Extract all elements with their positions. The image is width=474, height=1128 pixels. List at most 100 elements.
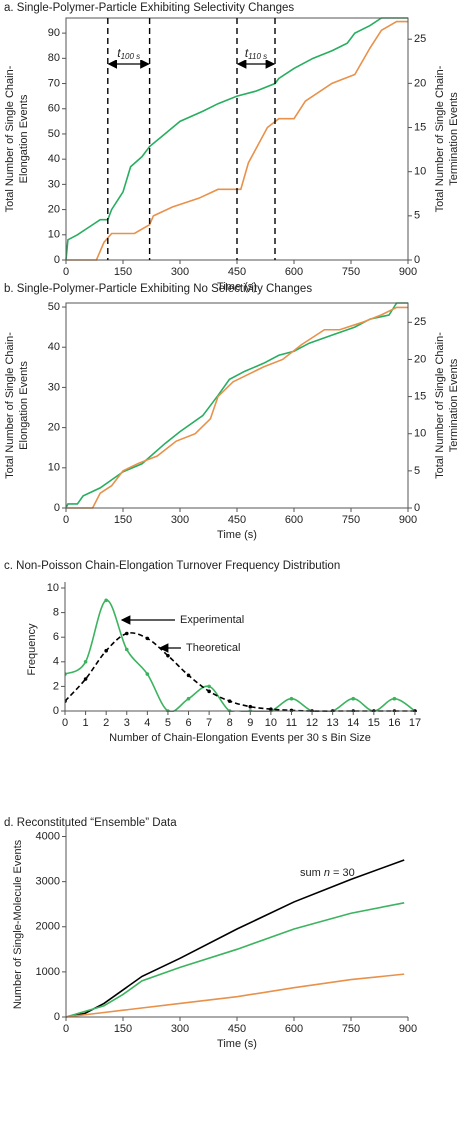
y-tick-label: 40 bbox=[48, 153, 60, 165]
x-tick-label: 750 bbox=[342, 266, 360, 278]
x-axis-label: Time (s) bbox=[217, 529, 257, 541]
point-marker bbox=[289, 696, 294, 701]
series-line bbox=[66, 306, 408, 509]
chart-title: a. Single-Polymer-Particle Exhibiting Se… bbox=[4, 2, 294, 14]
y-tick-label: 50 bbox=[48, 128, 60, 140]
y-tick-label: 30 bbox=[48, 178, 60, 190]
point-marker bbox=[124, 631, 129, 636]
annotation: sum n = 30 bbox=[300, 867, 355, 879]
x-tick-label: 600 bbox=[285, 266, 303, 278]
x-tick-label: 3 bbox=[124, 717, 130, 729]
series-line bbox=[65, 302, 408, 509]
y-tick-label: 90 bbox=[48, 27, 60, 39]
x-tick-label: 300 bbox=[171, 514, 189, 526]
series-line bbox=[65, 17, 408, 261]
y-tick-label: 2 bbox=[53, 680, 59, 692]
series-group bbox=[65, 302, 408, 509]
x-tick-label: 150 bbox=[114, 514, 132, 526]
y-tick-label: 0 bbox=[54, 502, 60, 514]
y2-tick-label: 25 bbox=[414, 33, 426, 45]
y2-tick-label: 15 bbox=[414, 121, 426, 133]
y-tick-label: 30 bbox=[48, 381, 60, 393]
x-tick-label: 16 bbox=[388, 717, 400, 729]
y-tick-label: 80 bbox=[48, 52, 60, 64]
x-tick-label: 5 bbox=[165, 717, 171, 729]
y-tick-label: 2000 bbox=[36, 921, 60, 933]
x-axis-label: Time (s) bbox=[217, 1038, 257, 1050]
y2-tick-label: 15 bbox=[414, 390, 426, 402]
chart-title: d. Reconstituted “Ensemble” Data bbox=[4, 817, 177, 829]
y-tick-label: 0 bbox=[54, 1011, 60, 1023]
x-tick-label: 0 bbox=[63, 1023, 69, 1035]
y-tick-label: 4 bbox=[53, 656, 59, 668]
y2-tick-label: 10 bbox=[414, 166, 426, 178]
point-marker bbox=[124, 647, 129, 652]
y2-axis-label: Termination Events bbox=[448, 358, 460, 452]
x-tick-label: 0 bbox=[63, 514, 69, 526]
y2-tick-label: 10 bbox=[414, 428, 426, 440]
y-tick-label: 20 bbox=[48, 422, 60, 434]
y-axis-label: Total Number of Single Chain- bbox=[4, 65, 16, 212]
interval-subscript: 100 s bbox=[121, 52, 141, 61]
x-tick-label: 450 bbox=[228, 266, 246, 278]
x-tick-label: 600 bbox=[285, 1023, 303, 1035]
x-axis-label: Number of Chain-Elongation Events per 30… bbox=[109, 732, 371, 744]
y2-axis-label: Termination Events bbox=[448, 92, 460, 186]
point-marker bbox=[269, 707, 273, 711]
y-tick-label: 40 bbox=[48, 341, 60, 353]
y-axis-label: Frequency bbox=[26, 623, 38, 675]
x-tick-label: 900 bbox=[399, 1023, 417, 1035]
x-tick-label: 600 bbox=[285, 514, 303, 526]
y-axis-label: Elongation Events bbox=[18, 361, 30, 450]
point-marker bbox=[227, 699, 232, 703]
y2-tick-label: 5 bbox=[414, 465, 420, 477]
interval-subscript: 110 s bbox=[248, 52, 267, 61]
x-tick-label: 750 bbox=[342, 514, 360, 526]
y2-tick-label: 25 bbox=[414, 316, 426, 328]
x-tick-label: 300 bbox=[171, 1023, 189, 1035]
x-tick-label: 900 bbox=[399, 266, 417, 278]
y2-axis-label: Total Number of Single Chain- bbox=[434, 332, 446, 479]
interval-symbol: t bbox=[245, 46, 249, 60]
x-tick-label: 750 bbox=[342, 1023, 360, 1035]
point-marker bbox=[186, 673, 191, 678]
annotation-part: n bbox=[324, 867, 330, 879]
x-tick-label: 11 bbox=[286, 717, 297, 729]
x-tick-label: 900 bbox=[399, 514, 417, 526]
x-tick-label: 9 bbox=[247, 717, 253, 729]
x-tick-label: 17 bbox=[409, 717, 421, 729]
x-tick-label: 0 bbox=[62, 717, 68, 729]
y2-tick-label: 0 bbox=[414, 254, 420, 266]
y-axis-label: Total Number of Single Chain- bbox=[4, 332, 16, 479]
x-tick-label: 10 bbox=[265, 717, 277, 729]
y-tick-label: 50 bbox=[48, 301, 60, 313]
annotation-part: sum bbox=[300, 867, 324, 879]
x-tick-label: 4 bbox=[144, 717, 150, 729]
y-axis-label: Elongation Events bbox=[18, 94, 30, 183]
y-tick-label: 60 bbox=[48, 103, 60, 115]
y2-tick-label: 5 bbox=[414, 210, 420, 222]
series-group bbox=[65, 17, 408, 261]
x-tick-label: 150 bbox=[114, 266, 132, 278]
series-line bbox=[65, 902, 405, 1018]
interval-symbol: t bbox=[117, 46, 121, 60]
y-tick-label: 0 bbox=[54, 254, 60, 266]
x-tick-label: 13 bbox=[327, 717, 339, 729]
x-tick-label: 6 bbox=[185, 717, 191, 729]
x-tick-label: 0 bbox=[63, 266, 69, 278]
point-marker bbox=[166, 653, 170, 658]
point-marker bbox=[83, 660, 88, 664]
y-tick-label: 4000 bbox=[36, 830, 60, 842]
y-tick-label: 70 bbox=[48, 77, 60, 89]
y-axis-label: Number of Single-Molecule Events bbox=[12, 839, 24, 1009]
series-line bbox=[66, 20, 408, 261]
interval-label-bg bbox=[240, 48, 272, 60]
y-tick-label: 3000 bbox=[36, 876, 60, 888]
x-tick-label: 150 bbox=[114, 1023, 132, 1035]
point-marker bbox=[104, 648, 108, 653]
point-marker bbox=[392, 696, 397, 701]
point-marker bbox=[145, 636, 150, 641]
point-marker bbox=[248, 704, 253, 709]
interval-label: t100 s bbox=[117, 46, 140, 61]
point-marker bbox=[351, 696, 356, 701]
